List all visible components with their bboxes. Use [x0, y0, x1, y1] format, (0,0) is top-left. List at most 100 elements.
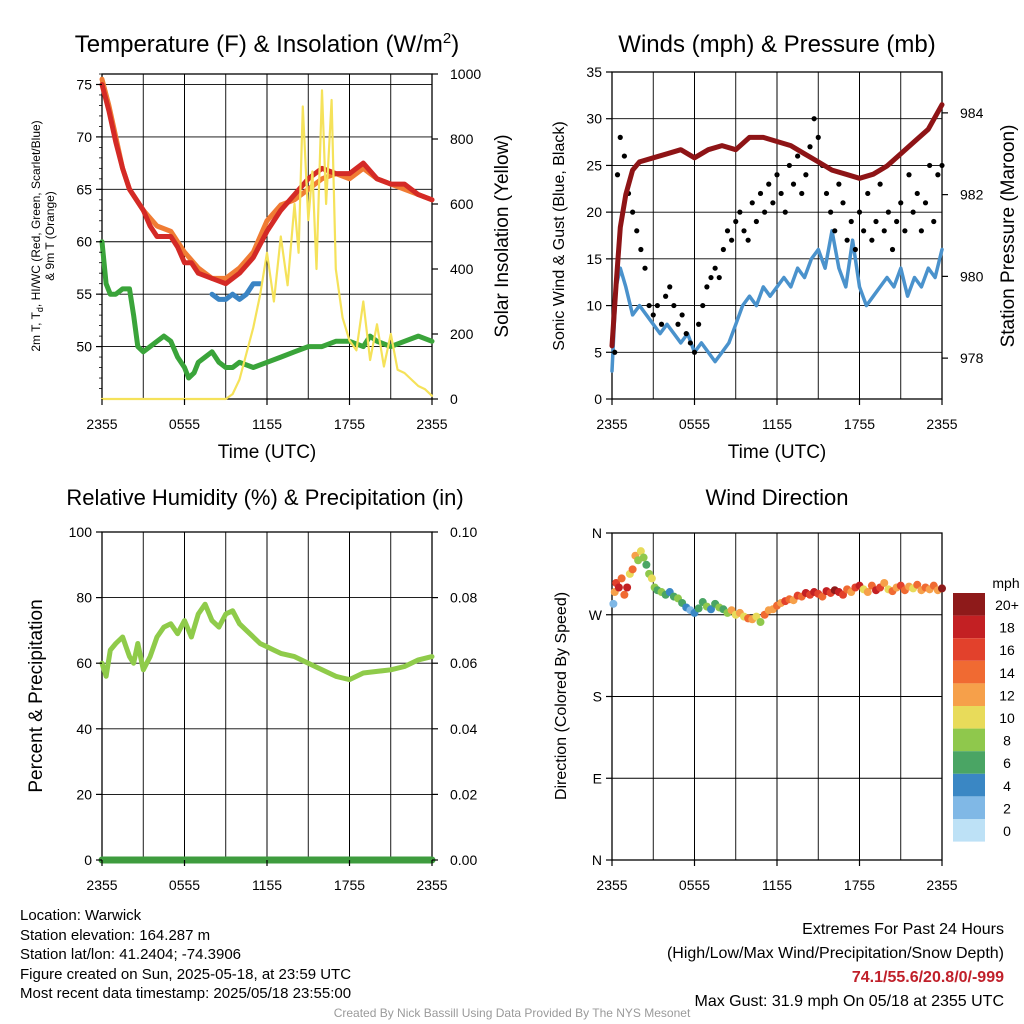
colorbar-swatch [953, 773, 985, 797]
gust-point [700, 302, 706, 309]
y-tick-label: 0 [594, 391, 602, 407]
direction-point [647, 574, 656, 583]
winds-right-ticks: 978 980 982 984 [942, 105, 984, 366]
direction-point [839, 590, 847, 599]
station-latlon: Station lat/lon: 41.2404; -74.3906 [20, 946, 242, 963]
gust-point [745, 237, 751, 243]
gust-point [848, 218, 854, 225]
humidity-right-ticks: 0.00 0.02 0.04 0.06 0.08 0.10 [432, 524, 477, 868]
gust-point [885, 209, 891, 215]
direction-title: Wind Direction [705, 485, 848, 510]
extremes-values: 74.1/55.6/20.8/0/-999 [851, 969, 1004, 986]
gust-point [630, 209, 636, 215]
gust-point [877, 181, 883, 187]
x-tick-label: 2355 [596, 416, 627, 432]
colorbar-swatch [953, 819, 985, 842]
colorbar-label: 8 [1003, 733, 1011, 749]
gust-point [927, 162, 933, 169]
gust-point [811, 116, 817, 122]
gust-point [612, 349, 618, 355]
direction-point [707, 605, 715, 614]
colorbar-label: 12 [999, 687, 1015, 703]
x-tick-label: 2355 [926, 877, 957, 893]
y-tick-label: 60 [76, 234, 92, 250]
gust-point [836, 181, 842, 187]
gust-point [658, 321, 665, 327]
gust-point [807, 144, 813, 150]
colorbar-label: 16 [999, 642, 1015, 658]
gust-point [663, 293, 669, 299]
gust-point [654, 302, 660, 309]
temperature-left-ticks: 50 55 60 65 70 75 [76, 73, 102, 389]
gust-point [696, 321, 702, 327]
colorbar: 20+ 18 16 14 12 10 8 6 4 2 0 [953, 593, 1019, 842]
x-tick-label: 1755 [334, 416, 365, 432]
recent-timestamp: Most recent data timestamp: 2025/05/18 2… [20, 985, 352, 1002]
x-tick-label: 1155 [762, 416, 792, 432]
colorbar-swatch [953, 728, 985, 752]
gust-point [939, 162, 945, 169]
y-right-tick-label: 0 [450, 391, 458, 407]
direction-ylabel-left: Direction (Colored By Speed) [553, 592, 570, 800]
gust-point [638, 246, 644, 253]
credit-line: Created By Nick Bassill Using Data Provi… [333, 1006, 691, 1020]
gust-point [881, 228, 887, 234]
t2m-line [99, 82, 435, 287]
gust-point [774, 172, 780, 178]
gust-point [844, 237, 850, 243]
y-right-tick-label: 0.02 [450, 786, 477, 802]
temperature-x-ticks: 2355 0555 1155 1755 2355 [86, 399, 448, 432]
colorbar-swatch [953, 796, 985, 819]
direction-point [617, 574, 626, 583]
winds-panel: Winds (mph) & Pressure (mb) 0 5 10 15 20 25 30… [551, 31, 1019, 463]
y-right-tick-label: 400 [450, 261, 474, 277]
x-tick-label: 0555 [679, 877, 710, 893]
direction-point [938, 584, 946, 593]
x-tick-label: 2355 [416, 877, 447, 893]
gust-point [716, 274, 722, 281]
tdew-line [99, 239, 435, 381]
gust-point [691, 349, 698, 355]
gust-point [931, 218, 937, 225]
direction-point [880, 578, 889, 587]
gust-point [708, 274, 714, 281]
gust-point [918, 228, 924, 234]
extremes-heading: Extremes For Past 24 Hours [802, 921, 1004, 938]
figure-created: Figure created on Sun, 2025-05-18, at 23… [20, 965, 352, 983]
gust-point [906, 172, 912, 178]
temperature-xlabel: Time (UTC) [218, 442, 317, 463]
gust-point [902, 228, 908, 234]
gust-point [778, 190, 784, 197]
direction-point [628, 565, 637, 574]
x-tick-label: 0555 [169, 416, 200, 432]
y-tick-label: 10 [586, 298, 602, 314]
wind-line [610, 229, 944, 373]
direction-point [623, 583, 632, 592]
direction-point [620, 590, 629, 599]
colorbar-label: 2 [1003, 800, 1011, 816]
y-tick-label: 55 [76, 286, 92, 302]
gust-point [646, 302, 652, 309]
temperature-ylabel-left: 2m T, Td, HI/WC (Red, Green, Scarlet/Blu… [29, 120, 57, 351]
colorbar-label: 14 [999, 665, 1015, 681]
gust-point [889, 246, 896, 253]
x-tick-label: 2355 [926, 416, 957, 432]
station-location: Location: Warwick [20, 907, 142, 924]
winds-left-ticks: 0 5 10 15 20 25 30 35 [586, 64, 612, 407]
y-tick-label: 20 [586, 204, 602, 220]
extremes-legend: (High/Low/Max Wind/Precipitation/Snow De… [666, 945, 1004, 962]
gust-point [852, 246, 858, 253]
direction-point [636, 547, 645, 556]
x-tick-label: 1755 [334, 877, 365, 893]
max-gust: Max Gust: 31.9 mph On 05/18 at 2355 UTC [694, 993, 1005, 1010]
winds-ylabel-right: Station Pressure (Maroon) [998, 125, 1019, 348]
figure-canvas: Temperature (F) & Insolation (W/m2) 5055… [26, 30, 1020, 893]
gust-point [898, 200, 904, 206]
gust-point [865, 190, 871, 197]
y-tick-label: 65 [76, 181, 92, 197]
x-tick-label: 0555 [679, 416, 710, 432]
humidity-grid [102, 532, 432, 860]
y-tick-label: 35 [586, 64, 602, 80]
y-tick-label: 25 [586, 157, 602, 173]
gust-point [749, 200, 755, 206]
